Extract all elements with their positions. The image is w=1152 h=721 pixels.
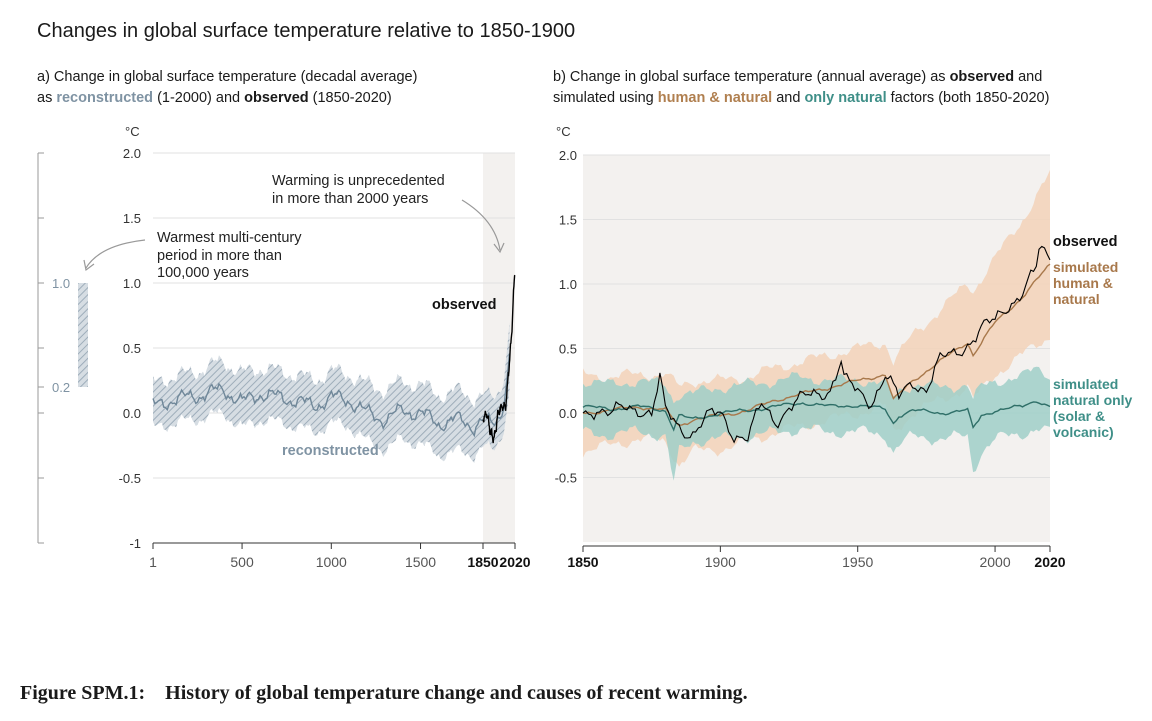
label-natural-line1: simulated <box>1053 376 1118 392</box>
charts-canvas: 2.01.51.00.50.0-0.5-1 °C 1 500 1000 1500 185… <box>37 124 1133 570</box>
reconstructed-line <box>152 353 511 438</box>
panel-a-title: a) Change in global surface temperature … <box>37 67 417 109</box>
label-human-line2: human & <box>1053 275 1113 291</box>
y-tick-label: 2.0 <box>559 148 577 163</box>
warmest-period-bar <box>78 283 88 387</box>
label-observed-a: observed <box>432 297 496 313</box>
x-tick-label: 1 <box>149 554 157 570</box>
x-tick-label: 1000 <box>316 554 347 570</box>
annotation-warmest-line1: Warmest multi-century <box>157 230 302 246</box>
x-tick-label: 1950 <box>842 554 873 570</box>
y-tick-label: 0.5 <box>559 342 577 357</box>
y-tick-label: 1.0 <box>123 276 141 291</box>
side-label-low: 0.2 <box>52 380 70 395</box>
x-tick-label: 2000 <box>979 554 1010 570</box>
annotation-unprecedented-line2: in more than 2000 years <box>272 191 428 207</box>
panel-a-title-as: as <box>37 90 57 106</box>
annotation-warmest-line2: period in more than <box>157 248 282 264</box>
y-tick-label: 2.0 <box>123 146 141 161</box>
observed-line-b <box>582 245 1051 444</box>
panel-b-title-and: and <box>1014 69 1043 85</box>
x-tick-label: 500 <box>230 554 254 570</box>
panel-a-y-ticks: 2.0 1.5 1.0 0.5 0.0 -0.5 -1 <box>119 146 141 551</box>
panel-b-title-and2: and <box>772 90 805 106</box>
panel-b-title-line2: simulated using human & natural and only… <box>553 88 1049 109</box>
panel-a-title-reconstructed: reconstructed <box>56 90 154 106</box>
y-tick-label: 1.5 <box>123 211 141 226</box>
panel-a-x-axis: 1 500 1000 1500 1850 2020 <box>149 542 531 570</box>
panel-b-title-line1: b) Change in global surface temperature … <box>553 67 1049 88</box>
panel-a-unit: °C <box>125 124 140 139</box>
panel-a-chart: 2.01.51.00.50.0-0.5-1 °C 1 500 1000 1500 185… <box>37 124 531 570</box>
panel-b-title-suffix: factors (both 1850-2020) <box>886 90 1050 106</box>
observed-line-a <box>482 274 516 444</box>
label-reconstructed: reconstructed <box>282 443 379 459</box>
annotation-warmest-line3: 100,000 years <box>157 265 249 281</box>
label-natural-line3: (solar & <box>1053 408 1105 424</box>
label-observed-b: observed <box>1053 234 1117 250</box>
x-tick-label: 1850 <box>567 554 598 570</box>
x-tick-label: 2020 <box>1034 554 1065 570</box>
panel-a-title-range1: (1-2000) and <box>153 90 245 106</box>
x-tick-label: 2020 <box>499 554 530 570</box>
panel-b-title-human-natural: human & natural <box>657 90 773 106</box>
panel-b-title-prefix: b) Change in global surface temperature … <box>553 69 950 85</box>
y-tick-label: 0.0 <box>123 406 141 421</box>
figure-caption: Figure SPM.1: History of global temperat… <box>20 682 748 704</box>
y-tick-label: 0.5 <box>123 341 141 356</box>
label-natural-line2: natural only <box>1053 392 1133 408</box>
panel-a-title-line2: as reconstructed (1-2000) and observed (… <box>37 88 417 109</box>
y-tick-label: -0.5 <box>119 471 141 486</box>
panel-b-title-simulated: simulated using <box>553 90 658 106</box>
y-tick-label: -0.5 <box>555 471 577 486</box>
x-tick-label: 1900 <box>705 554 736 570</box>
label-human-line3: natural <box>1053 291 1100 307</box>
page-title: Changes in global surface temperature re… <box>37 20 576 42</box>
human-natural-line <box>582 263 1051 427</box>
annotation-unprecedented-line1: Warming is unprecedented <box>272 173 445 189</box>
natural-only-line <box>582 401 1051 432</box>
side-scale-ticks <box>38 152 44 544</box>
y-tick-label: 1.0 <box>559 277 577 292</box>
annotation-unprecedented-arrowhead <box>493 242 505 254</box>
panel-b-title-observed: observed <box>949 69 1015 85</box>
annotation-warmest-arrow <box>85 239 146 269</box>
panel-b-title-only-natural: only natural <box>804 90 887 106</box>
panel-a-title-line1: a) Change in global surface temperature … <box>37 69 418 85</box>
x-tick-label: 1500 <box>405 554 436 570</box>
panel-b-title: b) Change in global surface temperature … <box>553 67 1049 109</box>
panel-b-unit: °C <box>556 124 571 139</box>
annotation-warmest-arrowhead <box>83 259 95 272</box>
panel-a-side-scale: 1.0 0.2 <box>37 152 88 544</box>
annotation-unprecedented-arrow <box>461 199 501 251</box>
y-tick-label: 0.0 <box>559 406 577 421</box>
panel-b-y-ticks: 2.0 1.5 1.0 0.5 0.0 -0.5 <box>555 148 577 486</box>
side-label-high: 1.0 <box>52 276 70 291</box>
x-tick-label: 1850 <box>467 554 498 570</box>
panel-a-title-range2: (1850-2020) <box>308 90 392 106</box>
label-natural-line4: volcanic) <box>1053 424 1114 440</box>
y-tick-label: -1 <box>129 536 141 551</box>
label-human-line1: simulated <box>1053 259 1118 275</box>
panel-b-x-axis: 1850 1900 1950 2000 2020 <box>567 545 1066 570</box>
y-tick-label: 1.5 <box>559 213 577 228</box>
panel-a-title-observed: observed <box>244 90 309 106</box>
natural-only-band <box>583 366 1050 481</box>
panel-b-chart: 2.0 1.5 1.0 0.5 0.0 -0.5 °C 1850 1900 1950 2000 2… <box>555 124 1133 570</box>
